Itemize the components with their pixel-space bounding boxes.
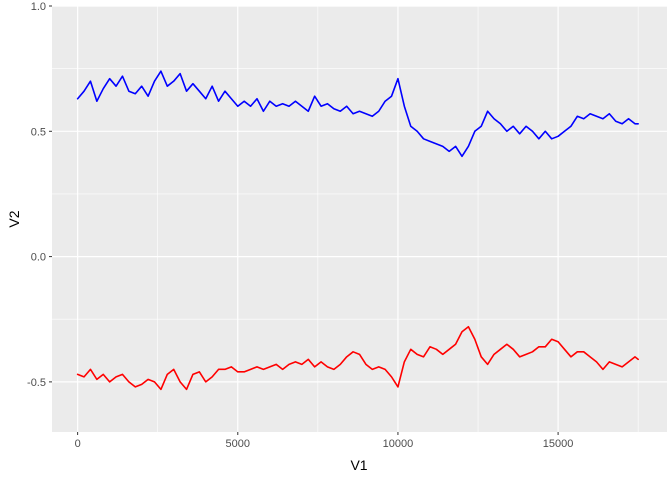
x-tick-labels: 0 5000 10000 15000	[75, 438, 574, 450]
minor-gridlines	[52, 6, 667, 432]
x-tick-label: 5000	[226, 438, 250, 450]
y-tick-label: -0.5	[27, 377, 46, 389]
series-line-1	[76, 70, 639, 158]
y-tick-label: 1.0	[31, 1, 46, 13]
x-tick-label: 0	[75, 438, 81, 450]
series-line-2	[76, 325, 639, 391]
x-tick-label: 10000	[383, 438, 414, 450]
series-layer	[76, 70, 639, 391]
y-tick-label: 0.5	[31, 126, 46, 138]
y-tick-labels: -0.5 0.0 0.5 1.0	[27, 1, 46, 389]
y-axis-title: V2	[6, 210, 22, 227]
plot-panel	[52, 6, 667, 432]
axis-ticks	[49, 5, 559, 435]
x-axis-title: V1	[350, 457, 367, 473]
x-tick-label: 15000	[543, 438, 574, 450]
y-tick-label: 0.0	[31, 252, 46, 264]
